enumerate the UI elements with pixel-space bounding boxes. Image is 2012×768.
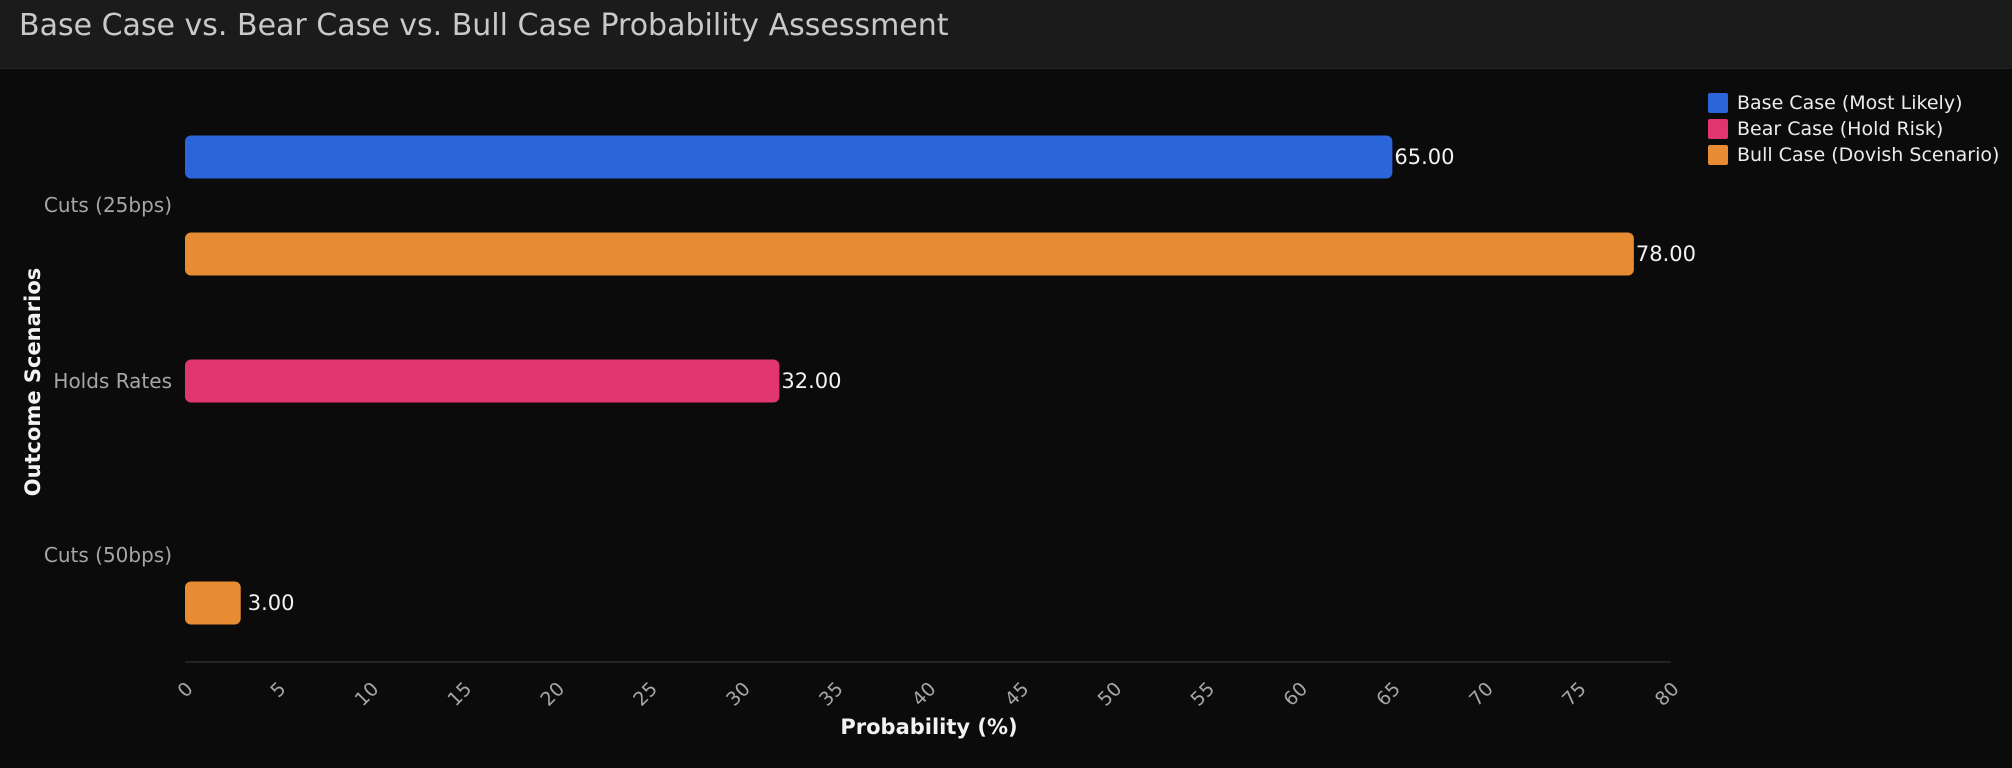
bar	[185, 135, 1393, 179]
x-tick-label: 80	[1651, 678, 1684, 711]
category-label: Cuts (25bps)	[44, 193, 172, 217]
x-tick-label: 55	[1187, 678, 1220, 711]
bar	[185, 232, 1634, 276]
x-tick-label: 25	[629, 678, 662, 711]
bars-layer	[185, 135, 1634, 625]
legend-swatch	[1708, 93, 1728, 113]
bar-value-label: 32.00	[781, 369, 841, 393]
bar	[185, 581, 241, 625]
x-tick-label: 20	[536, 678, 569, 711]
category-labels: Cuts (25bps) Holds Rates Cuts (50bps)	[44, 193, 172, 567]
x-tick-label: 35	[815, 678, 848, 711]
x-tick-label: 65	[1372, 678, 1405, 711]
chart-header: Base Case vs. Bear Case vs. Bull Case Pr…	[0, 0, 2012, 69]
category-label: Cuts (50bps)	[44, 543, 172, 567]
x-tick-label: 15	[444, 678, 477, 711]
x-tick-label: 75	[1558, 678, 1591, 711]
bar	[185, 359, 780, 403]
data-labels-layer: 65.00 32.00 78.00 3.00	[248, 145, 1696, 615]
legend-label: Bear Case (Hold Risk)	[1737, 118, 1943, 140]
bar-value-label: 65.00	[1394, 145, 1454, 169]
x-tick-label: 5	[266, 678, 290, 702]
x-tick-label: 45	[1001, 678, 1034, 711]
x-tick-label: 40	[908, 678, 941, 711]
y-axis-title: Outcome Scenarios	[21, 268, 45, 497]
legend-swatch	[1708, 145, 1728, 165]
legend-swatch	[1708, 119, 1728, 139]
x-tick-label: 60	[1279, 678, 1312, 711]
bar-value-label: 3.00	[248, 591, 295, 615]
x-tick-label: 30	[722, 678, 755, 711]
x-axis-title: Probability (%)	[840, 715, 1017, 739]
x-tick-label: 10	[351, 678, 384, 711]
x-tick-label: 0	[173, 678, 197, 702]
x-tick-labels: 0 5 10 15 20 25 30 35 40 45 50 55 60 65 70 75 80	[173, 678, 1683, 711]
bar-value-label: 78.00	[1636, 242, 1696, 266]
chart-title: Base Case vs. Bear Case vs. Bull Case Pr…	[19, 8, 949, 43]
legend: Base Case (Most Likely) Bear Case (Hold R…	[1708, 92, 1999, 166]
x-tick-label: 50	[1094, 678, 1127, 711]
bar-chart: 65.00 32.00 78.00 3.00 Cuts (25bps) Holds Ra…	[21, 92, 1999, 739]
x-tick-label: 70	[1465, 678, 1498, 711]
legend-label: Base Case (Most Likely)	[1737, 92, 1962, 114]
category-label: Holds Rates	[53, 369, 172, 393]
legend-label: Bull Case (Dovish Scenario)	[1737, 144, 1999, 166]
